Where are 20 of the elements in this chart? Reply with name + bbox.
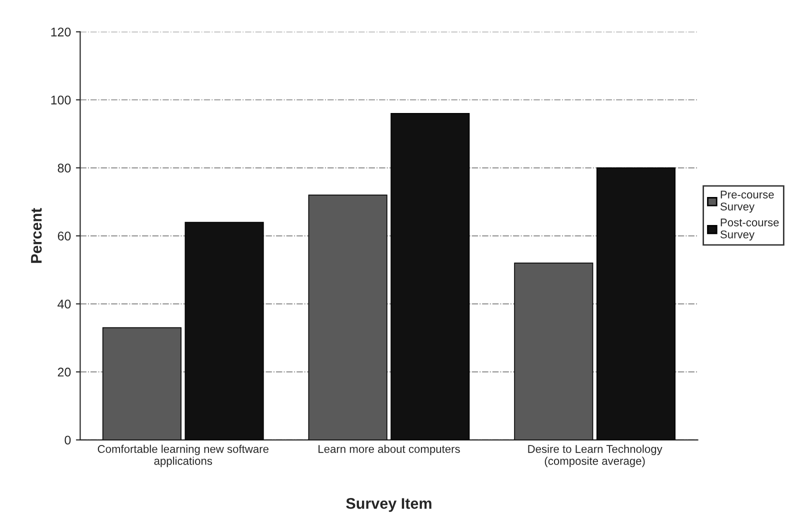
bar [308,194,388,440]
bar [596,167,676,440]
y-tick-label: 0 [64,436,71,445]
y-tick-label: 80 [58,164,71,172]
y-tick-label: 100 [51,96,71,104]
y-tick-label: 60 [58,232,71,240]
x-tick-label: Learn more about computers [318,444,460,456]
bar [390,113,470,440]
x-tick-label: Comfortable learning new software applications [98,444,268,468]
bar [184,222,264,440]
y-tick-label: 40 [58,300,71,309]
y-axis-title: Percent [31,208,42,263]
y-tick-label: 120 [51,28,71,36]
legend-label: Post-course Survey [720,218,779,241]
bar [102,327,182,440]
x-axis-title: Survey Item [346,498,432,512]
y-tick-label: 20 [58,368,71,377]
bar [514,262,594,440]
x-tick-label: Desire to Learn Technology (composite average) [528,444,662,468]
legend-label: Pre-course Survey [720,190,774,213]
